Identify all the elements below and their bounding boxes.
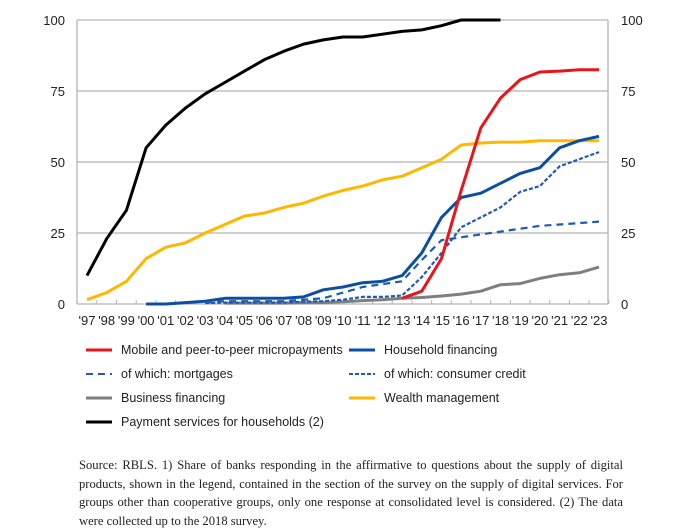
x-tick-label: '23	[591, 313, 608, 328]
x-tick-label: '17	[472, 313, 489, 328]
y-tick-label-right: 0	[621, 297, 628, 312]
y-tick-label-left: 100	[43, 13, 65, 28]
x-tick-label: '18	[492, 313, 509, 328]
x-tick-label: '13	[394, 313, 411, 328]
series-line-payment-services-for-households-2	[85, 18, 501, 277]
line-chart: 0 25 50 75 100 0 25 50 75 100 '97'98'99'00'01'02…	[43, 13, 643, 328]
x-tick-label: '07	[275, 313, 292, 328]
x-tick-label: '09	[315, 313, 332, 328]
x-tick-label: '06	[256, 313, 273, 328]
legend-item-household-financing: Household financing	[349, 343, 546, 357]
x-tick-label: '11	[355, 313, 371, 328]
legend-swatch-blue-short-dash	[349, 369, 375, 379]
legend-swatch-blue-long-dash	[86, 369, 112, 379]
x-tick-label: '00	[138, 313, 155, 328]
x-tick-label: '04	[216, 313, 233, 328]
y-tick-label-left: 25	[51, 226, 65, 241]
y-axis-left-labels: 0 25 50 75 100	[43, 13, 65, 312]
legend-item-business-financing: Business financing	[86, 391, 349, 405]
series-line-wealth-management	[86, 139, 599, 302]
legend-swatch-red-solid	[86, 345, 112, 355]
y-tick-label-right: 75	[621, 84, 635, 99]
legend-label: Wealth management	[384, 391, 500, 405]
x-axis-labels: '97'98'99'00'01'02'03'04'05'06'07'08'09 '…	[79, 313, 608, 328]
x-tick-label: '20	[531, 313, 548, 328]
legend-item-wealth-management: Wealth management	[349, 391, 546, 405]
y-tick-label-left: 0	[58, 297, 65, 312]
x-tick-label: '15	[433, 313, 450, 328]
x-tick-label: '08	[295, 313, 312, 328]
legend-label: Payment services for households (2)	[121, 415, 324, 429]
legend-label: Mobile and peer-to-peer micropayments	[121, 343, 343, 357]
y-tick-label-left: 75	[51, 84, 65, 99]
series-lines	[85, 18, 600, 306]
y-axis-right-labels: 0 25 50 75 100	[621, 13, 643, 312]
series-line-mobile-and-peer-to-peer-micropayments	[401, 68, 599, 300]
x-tick-label: '97	[79, 313, 96, 328]
legend-swatch-gray-solid	[86, 393, 112, 403]
legend-swatch-black-solid	[86, 417, 112, 427]
x-tick-label: '02	[177, 313, 194, 328]
legend-label: Business financing	[121, 391, 226, 405]
legend-item-payment-services: Payment services for households (2)	[86, 415, 353, 429]
source-note: Source: RBLS. 1) Share of banks respondi…	[79, 458, 623, 528]
legend-item-micropayments: Mobile and peer-to-peer micropayments	[86, 343, 349, 357]
legend-label: Household financing	[384, 343, 498, 357]
legend: Mobile and peer-to-peer micropayments Ho…	[86, 338, 546, 434]
x-tick-label: '99	[118, 313, 135, 328]
x-tick-label: '10	[335, 313, 352, 328]
x-tick-label: '98	[98, 313, 115, 328]
x-tick-label: '21	[551, 313, 568, 328]
y-tick-label-right: 50	[621, 155, 635, 170]
series-line-household-financing	[146, 134, 600, 306]
legend-swatch-blue-solid	[349, 345, 375, 355]
y-tick-label-right: 25	[621, 226, 635, 241]
legend-item-consumer-credit: of which: consumer credit	[349, 367, 546, 381]
x-tick-label: '19	[512, 313, 529, 328]
x-tick-label: '03	[197, 313, 214, 328]
x-tick-label: '01	[157, 313, 174, 328]
legend-swatch-yellow-solid	[349, 393, 375, 403]
x-tick-label: '05	[236, 313, 253, 328]
x-tick-label: '12	[374, 313, 391, 328]
series-line-of-which-mortgages	[205, 220, 600, 304]
legend-item-mortgages: of which: mortgages	[86, 367, 349, 381]
y-tick-label-right: 100	[621, 13, 643, 28]
legend-label: of which: mortgages	[121, 367, 233, 381]
x-tick-label: '14	[413, 313, 430, 328]
legend-label: of which: consumer credit	[384, 367, 526, 381]
x-tick-label: '22	[571, 313, 588, 328]
x-tick-label: '16	[453, 313, 470, 328]
y-tick-label-left: 50	[51, 155, 65, 170]
gridlines	[77, 19, 608, 234]
